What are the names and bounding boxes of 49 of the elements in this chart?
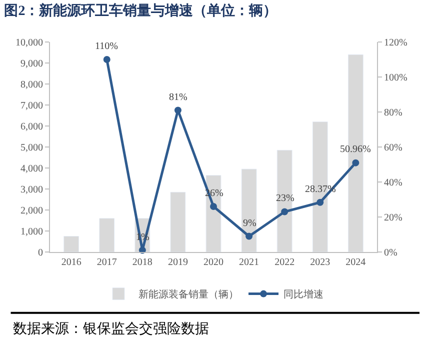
legend-label: 同比增速: [284, 288, 324, 301]
x-tick-label: 2020: [204, 257, 224, 268]
y2-tick-label: 120%: [384, 38, 408, 48]
point: [316, 198, 324, 206]
y2-tick-label: 40%: [384, 178, 402, 188]
y-tick-label: 8,000: [20, 80, 43, 90]
y-tick-label: 2,000: [20, 206, 43, 216]
x-tick-label: 2019: [168, 257, 188, 268]
y2-tick-label: 60%: [384, 142, 402, 154]
y-tick-label: 3,000: [20, 184, 43, 196]
x-tick-label: 2024: [346, 257, 366, 268]
chart-title: 图2：新能源环卫车销量与增速（单位：辆）: [4, 2, 278, 19]
x-tick-label: 2017: [96, 257, 117, 268]
y2-tick-label: 0%: [384, 248, 398, 258]
data-label: 23%: [276, 193, 294, 204]
x-tick-label: 2022: [274, 257, 295, 268]
bar: [276, 150, 292, 252]
point: [246, 232, 253, 240]
x-tick-label: 2016: [61, 257, 82, 268]
data-label: 81%: [169, 92, 188, 103]
data-label: 50.96%: [340, 144, 371, 155]
data-label: 9%: [243, 218, 256, 229]
y-tick-label: 4,000: [20, 164, 43, 174]
y-tick-label: 7,000: [20, 100, 43, 112]
y-tick-label: 0: [38, 248, 43, 258]
source-note: 数据来源：银保监会交强险数据: [13, 321, 209, 337]
point: [103, 56, 110, 63]
point: [281, 208, 288, 216]
bar: [64, 236, 80, 252]
y-tick-label: 10,000: [16, 38, 43, 48]
x-tick-label: 2021: [239, 257, 260, 268]
point: [210, 203, 217, 210]
y2-tick-label: 80%: [384, 108, 402, 118]
x-tick-label: 2018: [132, 257, 152, 268]
point: [174, 106, 182, 114]
y-tick-label: 6,000: [20, 122, 43, 132]
y2-tick-label: 100%: [384, 72, 408, 84]
point: [352, 159, 360, 166]
bar: [206, 175, 222, 252]
y2-tick-label: 20%: [384, 212, 402, 224]
bar: [241, 168, 257, 252]
legend-label: 新能源装备销量（辆）: [138, 288, 238, 301]
y-tick-label: 1,000: [20, 226, 43, 238]
bar: [99, 218, 115, 252]
y-tick-label: 5,000: [20, 142, 43, 154]
data-label: 110%: [95, 41, 118, 52]
x-tick-label: 2023: [310, 257, 330, 268]
bar: [170, 192, 186, 252]
y-tick-label: 9,000: [20, 58, 43, 70]
